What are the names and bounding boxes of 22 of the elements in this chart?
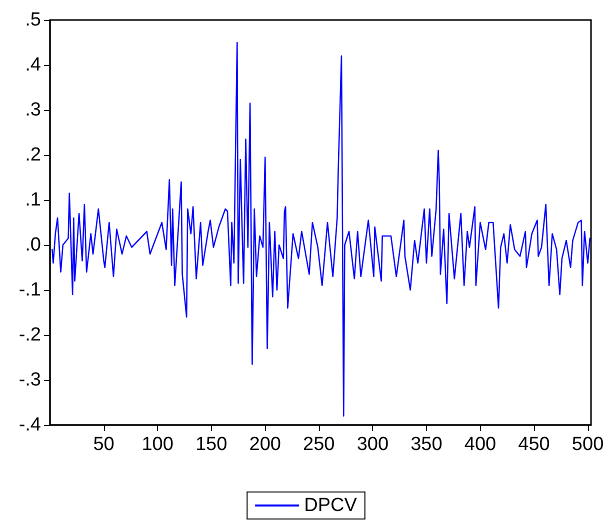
- legend-label: DPCV: [304, 495, 358, 516]
- x-tick-label: 50: [93, 434, 114, 455]
- x-tick-label: 400: [464, 434, 496, 455]
- y-tick-label: -.2: [18, 324, 41, 346]
- y-tick-label: -.1: [18, 280, 41, 300]
- x-tick-label: 250: [303, 434, 335, 455]
- y-tick-label: -.3: [18, 370, 41, 390]
- x-tick-label: 300: [356, 434, 389, 455]
- y-tick-label: .5: [25, 10, 41, 30]
- y-tick-label: -.4: [18, 414, 42, 436]
- x-tick-label: 450: [518, 434, 550, 455]
- y-tick-label: .4: [25, 54, 42, 76]
- y-tick-label: .0: [25, 234, 41, 256]
- x-tick-label: 350: [410, 434, 442, 455]
- y-tick-label: .1: [25, 190, 41, 210]
- x-tick-label: 200: [249, 434, 281, 455]
- x-tick-label: 100: [142, 434, 174, 455]
- y-tick-label: .3: [25, 100, 41, 120]
- x-tick-label: 500: [572, 434, 604, 455]
- y-tick-label: .2: [25, 144, 41, 166]
- x-tick-label: 150: [195, 434, 228, 455]
- line-series: [52, 42, 591, 417]
